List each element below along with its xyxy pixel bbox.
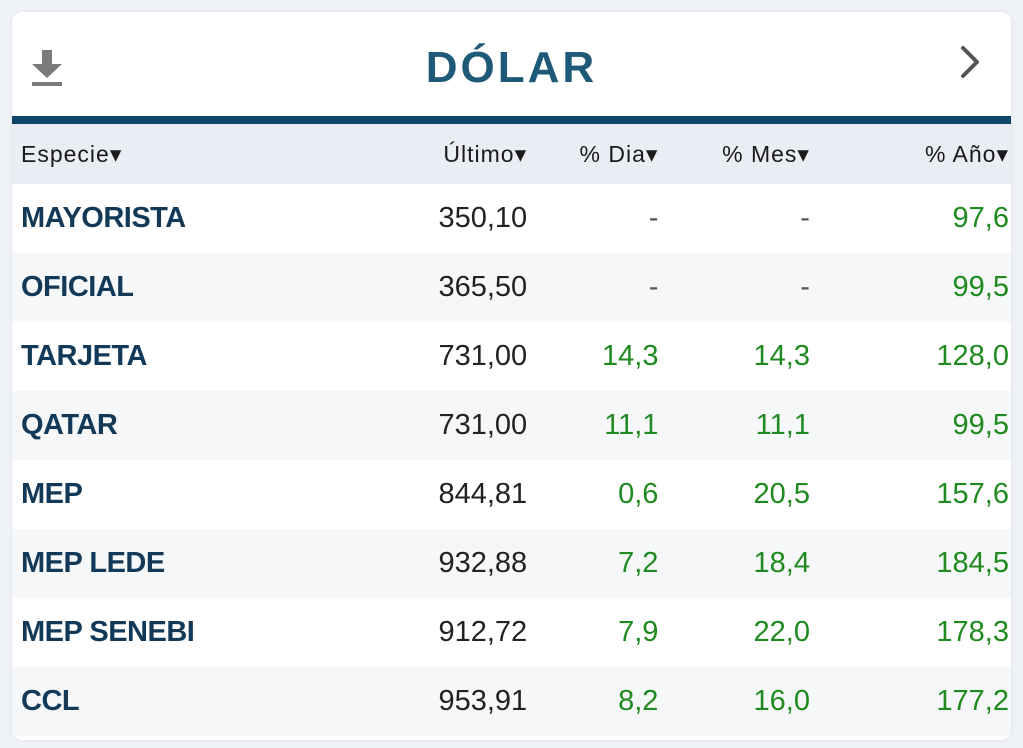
cell-dia: 8,2 — [618, 685, 659, 717]
table-row[interactable]: MEP SENEBI 912,72 7,9 22,0 178,3 — [12, 598, 1011, 667]
cell-dia: 11,1 — [604, 409, 659, 441]
cell-ano: 99,5 — [952, 271, 1009, 303]
cell-ano: 157,6 — [936, 478, 1009, 510]
cell-dia: 7,2 — [618, 547, 659, 579]
cell-ano: 177,2 — [936, 685, 1009, 717]
table-row[interactable]: MAYORISTA 350,10 - - 97,6 — [12, 184, 1011, 253]
cell-ano: 97,6 — [952, 202, 1009, 234]
next-button[interactable] — [957, 42, 983, 82]
cell-especie[interactable]: QATAR — [21, 409, 118, 441]
cell-mes: 20,5 — [753, 478, 810, 510]
download-icon — [32, 50, 62, 86]
cell-especie[interactable]: MEP LEDE — [21, 547, 165, 579]
cell-mes: 14,3 — [753, 340, 810, 372]
header-divider — [12, 116, 1011, 124]
cell-ultimo: 350,10 — [438, 202, 528, 234]
download-button[interactable] — [30, 46, 64, 88]
cell-mes: 11,1 — [755, 409, 810, 441]
column-header-ultimo[interactable]: Último▾ — [443, 140, 528, 167]
table-row[interactable]: MEP LEDE 932,88 7,2 18,4 184,5 — [12, 529, 1011, 598]
dolar-table: Especie▾ Último▾ % Dia▾ % Mes▾ % Año▾ MA… — [12, 124, 1011, 736]
cell-ano: 128,0 — [936, 340, 1009, 372]
cell-especie[interactable]: MEP — [21, 478, 83, 510]
cell-ultimo: 731,00 — [438, 409, 528, 441]
cell-ano: 99,5 — [952, 409, 1009, 441]
table-row[interactable]: MEP 844,81 0,6 20,5 157,6 — [12, 460, 1011, 529]
cell-especie[interactable]: TARJETA — [21, 340, 147, 372]
cell-mes: - — [800, 271, 810, 303]
chevron-right-icon — [961, 46, 979, 78]
cell-especie[interactable]: MAYORISTA — [21, 202, 186, 234]
cell-mes: 22,0 — [753, 616, 810, 648]
column-header-mes[interactable]: % Mes▾ — [722, 140, 810, 167]
cell-mes: - — [800, 202, 810, 234]
cell-mes: 16,0 — [753, 685, 810, 717]
widget-title: DÓLAR — [425, 43, 598, 92]
cell-dia: 7,9 — [618, 616, 659, 648]
widget-header: DÓLAR — [12, 12, 1011, 116]
column-header-dia[interactable]: % Dia▾ — [579, 140, 659, 167]
table-header-row: Especie▾ Último▾ % Dia▾ % Mes▾ % Año▾ — [12, 124, 1011, 184]
column-header-ano[interactable]: % Año▾ — [924, 140, 1009, 167]
cell-ultimo: 912,72 — [438, 616, 528, 648]
dolar-widget: DÓLAR Especie▾ Último▾ % Dia▾ % Mes▾ % A… — [12, 12, 1011, 740]
table-row[interactable]: TARJETA 731,00 14,3 14,3 128,0 — [12, 322, 1011, 391]
cell-especie[interactable]: MEP SENEBI — [21, 616, 195, 648]
cell-ultimo: 932,88 — [438, 547, 528, 579]
table-row[interactable]: CCL 953,91 8,2 16,0 177,2 — [12, 667, 1011, 736]
cell-dia: - — [648, 202, 659, 234]
cell-especie[interactable]: CCL — [21, 685, 80, 717]
cell-dia: - — [648, 271, 659, 303]
cell-dia: 0,6 — [618, 478, 659, 510]
table-row[interactable]: OFICIAL 365,50 - - 99,5 — [12, 253, 1011, 322]
cell-especie[interactable]: OFICIAL — [21, 271, 134, 303]
cell-ultimo: 953,91 — [438, 685, 528, 717]
table-row[interactable]: QATAR 731,00 11,1 11,1 99,5 — [12, 391, 1011, 460]
cell-dia: 14,3 — [602, 340, 659, 372]
cell-ultimo: 365,50 — [438, 271, 528, 303]
cell-ano: 184,5 — [936, 547, 1009, 579]
cell-ano: 178,3 — [936, 616, 1009, 648]
cell-mes: 18,4 — [753, 547, 810, 579]
column-header-especie[interactable]: Especie▾ — [21, 140, 123, 167]
cell-ultimo: 844,81 — [438, 478, 528, 510]
cell-ultimo: 731,00 — [438, 340, 528, 372]
